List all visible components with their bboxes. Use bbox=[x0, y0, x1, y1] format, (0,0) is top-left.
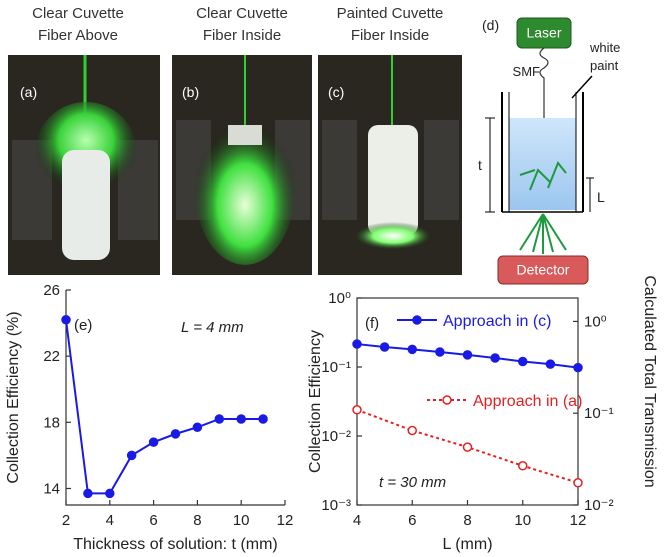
x-tick-label: 8 bbox=[463, 512, 471, 529]
photo: (a) bbox=[8, 55, 160, 275]
length-label: L bbox=[597, 189, 605, 205]
axes bbox=[65, 290, 285, 506]
photo-caption: Fiber Inside bbox=[203, 27, 281, 44]
x-tick-label: 4 bbox=[353, 512, 361, 529]
x-tick-label: 4 bbox=[106, 512, 114, 529]
x-tick-label: 10 bbox=[233, 512, 250, 529]
thickness-label: t bbox=[478, 157, 482, 173]
panel-label: (f) bbox=[365, 315, 379, 332]
data-point bbox=[435, 347, 445, 357]
data-point bbox=[379, 342, 390, 352]
y-tick-label: 26 bbox=[43, 282, 60, 299]
data-point bbox=[352, 405, 362, 415]
y2-tick-label: 10⁰ bbox=[584, 313, 607, 330]
paint-label: white bbox=[589, 40, 620, 55]
legend-marker bbox=[442, 395, 452, 405]
panel-label: (e) bbox=[74, 317, 92, 334]
photo-caption: Fiber Above bbox=[38, 27, 118, 44]
annotation: t = 30 mm bbox=[379, 474, 446, 491]
x-axis-label: L (mm) bbox=[442, 536, 492, 553]
y-tick-label: 10⁻² bbox=[321, 428, 351, 445]
legend-label: Approach in (a) bbox=[473, 393, 582, 410]
y-tick-label: 10⁰ bbox=[328, 290, 351, 307]
panel-label: (c) bbox=[328, 84, 344, 100]
panel-label: (a) bbox=[20, 84, 37, 100]
x-tick-label: 10 bbox=[514, 512, 531, 529]
data-point bbox=[170, 429, 181, 439]
detector-label: Detector bbox=[517, 262, 570, 278]
y-tick-label: 22 bbox=[43, 348, 60, 365]
x-tick-label: 6 bbox=[149, 512, 157, 529]
x-tick-label: 12 bbox=[277, 512, 294, 529]
y-axis-label: Collection Efficiency bbox=[307, 330, 324, 473]
data-point bbox=[518, 356, 528, 367]
y2-tick-label: 10⁻¹ bbox=[584, 405, 614, 422]
data-point bbox=[192, 422, 203, 433]
y-tick-label: 10⁻¹ bbox=[321, 359, 351, 376]
photo: (c) bbox=[318, 55, 462, 275]
data-point bbox=[407, 344, 417, 355]
data-point bbox=[236, 414, 246, 424]
annotation: L = 4 mm bbox=[181, 319, 244, 336]
series-line bbox=[65, 319, 264, 495]
photo-caption: Fiber Inside bbox=[351, 27, 429, 44]
y2-axis-label: Calculated Total Transmission bbox=[641, 275, 658, 487]
legend-label: Approach in (c) bbox=[443, 313, 552, 330]
x-tick-label: 12 bbox=[570, 512, 587, 529]
panel-label: (d) bbox=[482, 17, 499, 33]
y-tick-label: 14 bbox=[43, 480, 60, 497]
data-point bbox=[61, 315, 71, 325]
photo-caption: Clear Cuvette bbox=[196, 5, 288, 22]
y-tick-label: 18 bbox=[43, 414, 60, 431]
data-point bbox=[148, 437, 159, 447]
y-tick-label: 10⁻³ bbox=[321, 497, 351, 514]
data-point bbox=[258, 414, 268, 424]
data-point bbox=[518, 461, 528, 471]
data-point bbox=[352, 339, 362, 349]
photo-caption: Painted Cuvette bbox=[337, 5, 444, 22]
photo: (b) bbox=[172, 55, 312, 275]
data-point bbox=[545, 359, 556, 369]
photo-caption: Clear Cuvette bbox=[32, 5, 124, 22]
data-point bbox=[126, 450, 137, 461]
data-point bbox=[462, 350, 473, 360]
x-tick-label: 8 bbox=[193, 512, 201, 529]
panel-label: (b) bbox=[182, 84, 199, 100]
paint-label: paint bbox=[590, 58, 619, 73]
y2-tick-label: 10⁻² bbox=[584, 497, 614, 514]
legend-marker bbox=[412, 315, 422, 325]
x-axis-label: Thickness of solution: t (mm) bbox=[73, 536, 278, 553]
data-point bbox=[83, 488, 93, 499]
data-point bbox=[214, 414, 225, 424]
data-point bbox=[105, 488, 115, 499]
data-point bbox=[407, 425, 417, 436]
data-point bbox=[573, 362, 583, 373]
diagram: (d) Laser SMF white paint t L Detector bbox=[478, 17, 620, 285]
data-point bbox=[573, 478, 583, 488]
data-point bbox=[490, 353, 500, 363]
laser-label: Laser bbox=[526, 25, 561, 41]
x-tick-label: 6 bbox=[408, 512, 416, 529]
x-tick-label: 2 bbox=[62, 512, 70, 529]
fiber-label: SMF bbox=[513, 64, 541, 79]
data-point bbox=[462, 442, 473, 452]
y-axis-label: Collection Efficiency (%) bbox=[5, 311, 22, 483]
